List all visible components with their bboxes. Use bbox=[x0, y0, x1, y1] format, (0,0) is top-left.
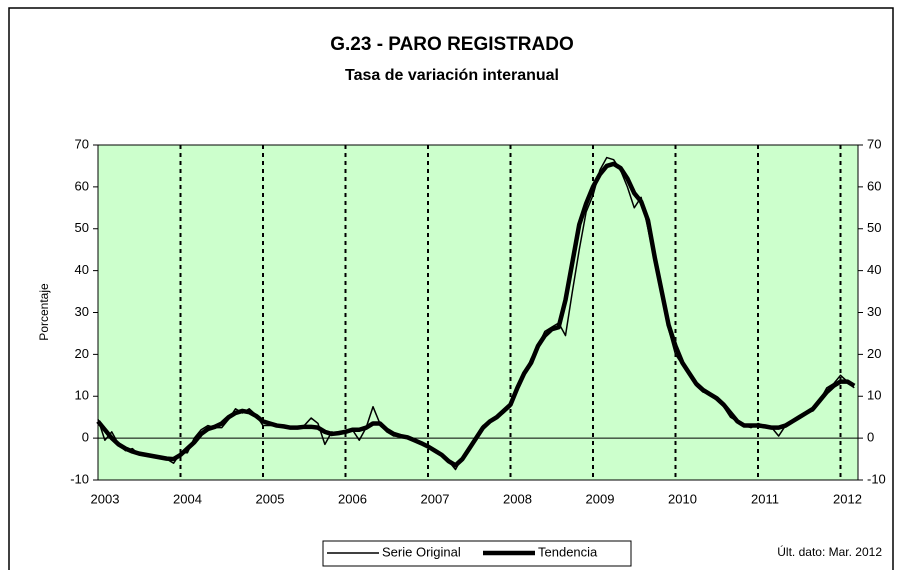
x-tick-label: 2003 bbox=[91, 491, 120, 506]
legend-label: Tendencia bbox=[538, 544, 598, 559]
x-tick-label: 2005 bbox=[256, 491, 285, 506]
y2-tick-label: -10 bbox=[867, 471, 886, 486]
y-tick-label: -10 bbox=[70, 471, 89, 486]
annotation: Últ. dato: Mar. 2012 bbox=[777, 544, 882, 559]
legend-label: Serie Original bbox=[382, 544, 461, 559]
y-axis-label: Porcentaje bbox=[37, 283, 51, 341]
y2-tick-label: 30 bbox=[867, 304, 881, 319]
y2-tick-label: 40 bbox=[867, 262, 881, 277]
y2-tick-label: 50 bbox=[867, 220, 881, 235]
x-tick-label: 2011 bbox=[751, 491, 779, 506]
x-tick-label: 2009 bbox=[586, 491, 615, 506]
y2-tick-label: 60 bbox=[867, 178, 881, 193]
y-tick-label: 10 bbox=[75, 388, 89, 403]
y-tick-label: 60 bbox=[75, 178, 89, 193]
x-tick-label: 2008 bbox=[503, 491, 532, 506]
x-tick-label: 2004 bbox=[173, 491, 202, 506]
y2-tick-label: 10 bbox=[867, 388, 881, 403]
y-tick-label: 40 bbox=[75, 262, 89, 277]
x-tick-label: 2012 bbox=[833, 491, 862, 506]
x-tick-label: 2010 bbox=[668, 491, 697, 506]
y-tick-label: 70 bbox=[75, 136, 89, 151]
y-tick-label: 30 bbox=[75, 304, 89, 319]
y2-tick-label: 70 bbox=[867, 136, 881, 151]
chart-title: G.23 - PARO REGISTRADO bbox=[330, 34, 574, 55]
y-tick-label: 50 bbox=[75, 220, 89, 235]
y-tick-label: 20 bbox=[75, 346, 89, 361]
y-tick-label: 0 bbox=[82, 430, 89, 445]
x-tick-label: 2007 bbox=[421, 491, 450, 506]
x-tick-label: 2006 bbox=[338, 491, 367, 506]
series-line bbox=[96, 161, 856, 468]
y2-tick-label: 20 bbox=[867, 346, 881, 361]
y2-tick-label: 0 bbox=[867, 430, 874, 445]
frame bbox=[8, 7, 894, 570]
chart-subtitle: Tasa de variación interanual bbox=[345, 67, 559, 84]
